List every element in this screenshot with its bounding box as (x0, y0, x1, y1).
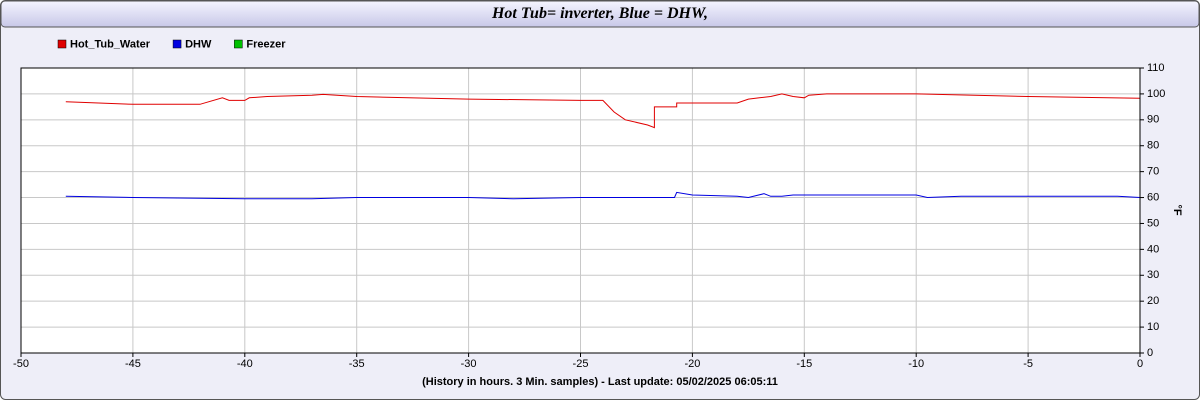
y-tick-label: 80 (1147, 140, 1159, 152)
x-tick-label: -25 (573, 358, 589, 370)
y-tick-label: 20 (1147, 295, 1159, 307)
legend-label: Freezer (246, 38, 286, 50)
legend-swatch (172, 39, 182, 49)
x-tick-label: -15 (796, 358, 812, 370)
y-tick-label: 60 (1147, 191, 1159, 203)
legend-label: DHW (185, 38, 212, 50)
y-tick-label: 90 (1147, 114, 1159, 126)
data-line (65, 191, 1141, 200)
x-tick-label: -5 (1023, 358, 1033, 370)
legend-label: Hot_Tub_Water (70, 38, 151, 50)
y-tick-label: 40 (1147, 243, 1159, 255)
legend-swatch (234, 39, 243, 49)
y-tick-label: 100 (1147, 88, 1165, 100)
x-tick-label: -20 (684, 358, 700, 370)
x-tick-label: -50 (13, 358, 29, 370)
legend-swatch (57, 39, 67, 49)
title-bar (0, 0, 1200, 28)
chart-title: Hot Tub= inverter, Blue = DHW, (491, 5, 708, 22)
y-tick-label: 0 (1147, 347, 1153, 359)
x-tick-label: -40 (237, 358, 253, 370)
y-tick-label: 10 (1147, 321, 1159, 333)
x-tick-label: -30 (461, 358, 477, 370)
x-tick-label: -35 (349, 358, 365, 370)
x-axis-label: (History in hours. 3 Min. samples) - Las… (422, 376, 778, 388)
data-line (65, 93, 1141, 129)
y-tick-label: 30 (1147, 269, 1159, 281)
x-tick-label: 0 (1137, 358, 1143, 370)
y-axis-label: °F (1171, 204, 1183, 215)
x-tick-label: -45 (125, 358, 141, 370)
x-tick-label: -10 (908, 358, 924, 370)
y-tick-label: 70 (1147, 166, 1159, 178)
y-tick-label: 50 (1147, 217, 1159, 229)
y-tick-label: 110 (1147, 62, 1165, 74)
